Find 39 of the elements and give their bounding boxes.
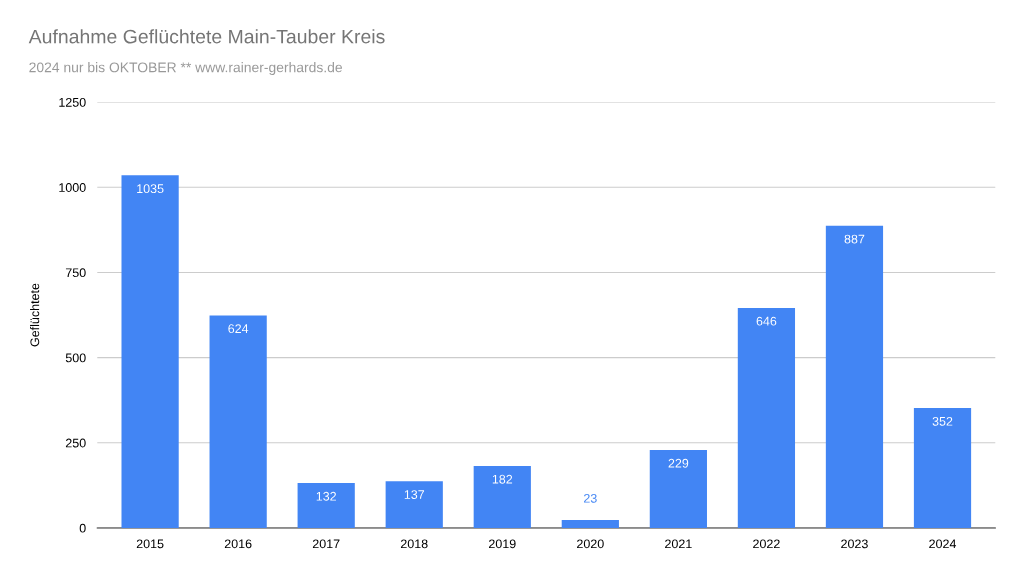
bar [737, 307, 796, 528]
x-tick-label: 2019 [489, 539, 516, 549]
x-tick-label: 2016 [224, 539, 252, 549]
x-tick-label: 2017 [312, 539, 340, 549]
data-label: 887 [844, 234, 865, 244]
y-tick-label: 1000 [59, 183, 86, 192]
x-tick-label: 2015 [136, 539, 164, 549]
bar [209, 315, 267, 528]
y-tick-label: 500 [65, 353, 86, 363]
data-label: 624 [228, 324, 249, 334]
x-tick-label: 2024 [929, 539, 957, 549]
bar [297, 482, 355, 528]
bar [473, 465, 531, 528]
y-axis-title: Geflüchtete [30, 283, 40, 347]
data-label: 1035 [137, 184, 164, 194]
bar [121, 175, 179, 528]
x-tick-label: 2020 [577, 539, 604, 549]
bar [561, 520, 619, 528]
y-tick-label: 250 [65, 438, 86, 448]
x-tick-label: 2021 [665, 539, 692, 549]
data-label: 132 [316, 491, 336, 501]
y-tick-label: 750 [65, 268, 86, 278]
bar [649, 449, 707, 528]
y-tick-label: 1250 [59, 97, 86, 107]
chart-subtitle: 2024 nur bis OKTOBER ** www.rainer-gerhards.de [29, 62, 342, 76]
bar [385, 481, 443, 528]
data-label: 352 [932, 416, 953, 426]
y-tick-label: 0 [79, 523, 86, 533]
data-label: 182 [492, 474, 513, 484]
x-tick-label: 2018 [400, 539, 428, 549]
chart-title: Aufnahme Geflüchtete Main-Tauber Kreis [28, 29, 385, 44]
x-tick-label: 2022 [753, 539, 780, 549]
bar [913, 408, 972, 528]
x-tick-label: 2023 [841, 539, 868, 549]
bar [825, 225, 884, 528]
data-label: 137 [404, 490, 425, 499]
data-label: 23 [584, 493, 597, 503]
data-label: 646 [756, 316, 777, 326]
data-label: 229 [668, 458, 689, 468]
